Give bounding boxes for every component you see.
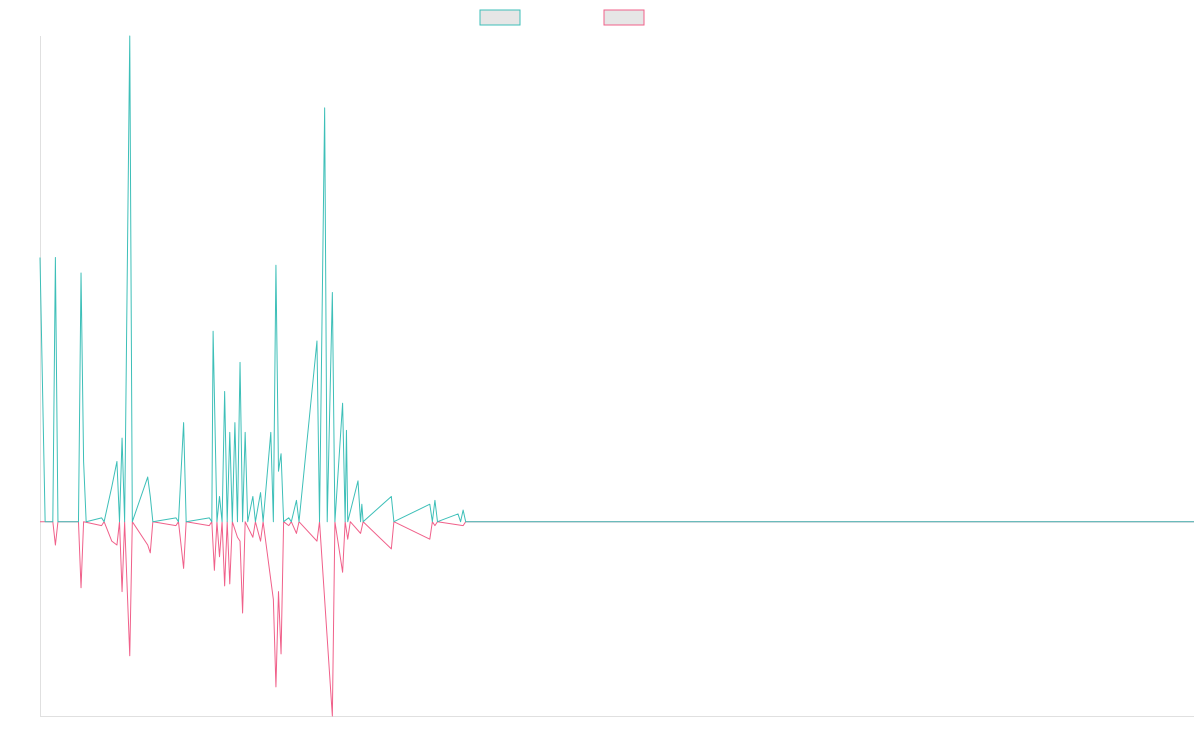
series-line-1: [39, 35, 1194, 523]
legend-swatch-series-2[interactable]: [603, 9, 645, 26]
legend[interactable]: [479, 9, 645, 26]
series-layer: [39, 35, 1194, 717]
legend-swatch-series-1[interactable]: [479, 9, 521, 26]
series-line-2: [40, 521, 1194, 717]
